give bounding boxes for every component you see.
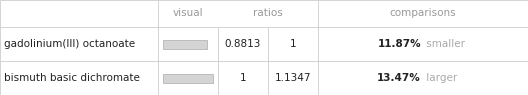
Text: visual: visual bbox=[173, 8, 203, 19]
Text: larger: larger bbox=[423, 73, 457, 83]
Text: comparisons: comparisons bbox=[390, 8, 456, 19]
Text: 1: 1 bbox=[290, 39, 296, 49]
Text: ratios: ratios bbox=[253, 8, 283, 19]
Bar bbox=[163, 74, 213, 82]
Text: smaller: smaller bbox=[423, 39, 465, 49]
Text: bismuth basic dichromate: bismuth basic dichromate bbox=[4, 73, 140, 83]
Text: 1.1347: 1.1347 bbox=[275, 73, 311, 83]
Bar bbox=[163, 40, 207, 49]
Text: 0.8813: 0.8813 bbox=[225, 39, 261, 49]
Text: 11.87%: 11.87% bbox=[378, 39, 421, 49]
Text: 13.47%: 13.47% bbox=[377, 73, 421, 83]
Text: gadolinium(III) octanoate: gadolinium(III) octanoate bbox=[4, 39, 135, 49]
Text: 1: 1 bbox=[240, 73, 247, 83]
